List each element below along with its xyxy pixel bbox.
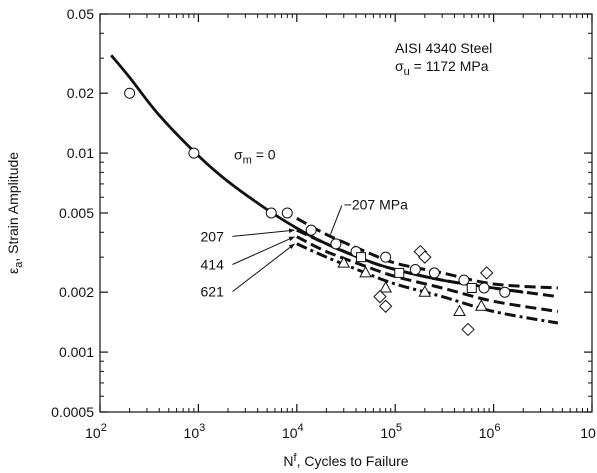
- x-axis-title-sub: f: [294, 452, 298, 464]
- data-point-circle: [499, 286, 511, 298]
- material-name: AISI 4340 Steel: [395, 40, 492, 56]
- data-point-triangle: [453, 304, 466, 316]
- y-axis-title-rest: , Strain Amplitude: [5, 152, 21, 262]
- x-tick-base: 10: [580, 425, 596, 441]
- y-ticks: [100, 13, 592, 413]
- plot-frame: [99, 13, 593, 413]
- ultimate-strength-symbol: σ: [395, 58, 404, 74]
- arrow-414-head: [288, 236, 295, 242]
- x-tick-label: 104: [282, 422, 304, 441]
- x-tick-exponent: 5: [396, 422, 402, 434]
- label-sigma-m-symbol: σ: [234, 146, 243, 162]
- label-621: 621: [201, 284, 225, 300]
- data-point-circle: [330, 238, 342, 250]
- arrow-414: [232, 236, 295, 265]
- data-point-square: [466, 282, 477, 293]
- x-tick-exponent: 6: [494, 422, 500, 434]
- y-tick-label: 0.005: [59, 205, 94, 221]
- y-tick-label: 0.0005: [51, 404, 94, 420]
- label-207: 207: [201, 228, 225, 244]
- data-point-circle: [478, 282, 490, 294]
- data-point-circle: [409, 264, 421, 276]
- data-point-diamond: [373, 289, 387, 304]
- data-point-circle: [380, 251, 392, 263]
- x-tick-base: 10: [479, 425, 495, 441]
- x-axis-title: Nf, Cycles to Failure: [283, 452, 408, 469]
- data-point-diamond: [418, 250, 432, 264]
- y-tick-label: 0.001: [59, 344, 94, 360]
- x-tick-base: 10: [184, 425, 200, 441]
- x-axis-title-main: N: [283, 453, 293, 469]
- x-tick-label: 102: [85, 422, 107, 441]
- x-tick-base: 10: [85, 425, 101, 441]
- data-point-triangle: [379, 280, 393, 293]
- arrow-621: [232, 243, 295, 293]
- curve--207-mpa: [296, 216, 558, 290]
- ultimate-strength-sub: u: [404, 66, 410, 78]
- label-sigma-m: σm = 0: [234, 146, 276, 166]
- arrow-207: [232, 229, 295, 237]
- label-minus-207: −207 MPa: [344, 197, 408, 213]
- y-tick-label: 0.01: [67, 145, 94, 161]
- x-tick-exponent: 4: [298, 422, 304, 434]
- y-tick-label: 0.02: [67, 85, 94, 101]
- x-tick-exponent: 2: [101, 422, 107, 434]
- x-ticks: [99, 14, 593, 412]
- data-point-triangle: [337, 256, 351, 268]
- x-tick-label: 10: [580, 425, 596, 441]
- label-sigma-m-sub: m: [243, 154, 252, 166]
- data-point-circle: [124, 87, 136, 99]
- x-tick-base: 10: [282, 425, 298, 441]
- label-sigma-m-value: = 0: [252, 146, 276, 162]
- data-point-circle: [305, 224, 317, 236]
- data-point-diamond: [479, 266, 494, 280]
- x-axis-title-rest: , Cycles to Failure: [297, 453, 409, 469]
- leader-minus-207: [330, 205, 343, 235]
- data-point-triangle: [359, 265, 372, 278]
- data-point-circle: [188, 147, 200, 159]
- data-point-diamond: [461, 322, 475, 337]
- ultimate-strength: σu = 1172 MPa: [395, 58, 489, 78]
- x-tick-exponent: 3: [199, 422, 205, 434]
- plot-area: [99, 13, 593, 413]
- data-point-triangle: [474, 299, 488, 311]
- label-414: 414: [201, 257, 225, 273]
- data-points: [124, 87, 511, 337]
- y-tick-label: 0.05: [67, 6, 94, 22]
- curves: [110, 54, 559, 325]
- curve-621: [296, 242, 559, 325]
- x-tick-labels: 102 103 104 105 106 10: [85, 422, 596, 441]
- y-axis-title-main: ε: [5, 268, 21, 274]
- data-point-diamond: [378, 299, 393, 313]
- x-tick-label: 105: [380, 422, 402, 441]
- ultimate-strength-value: = 1172 MPa: [410, 58, 489, 74]
- curve-sigma-m-0: [110, 54, 524, 294]
- arrow-207-head: [288, 228, 295, 233]
- x-tick-label: 106: [479, 422, 501, 441]
- data-point-circle: [265, 207, 277, 219]
- data-point-circle: [428, 267, 440, 279]
- data-point-circle: [281, 207, 293, 219]
- arrow-621-head: [288, 243, 295, 249]
- y-axis-title: εa, Strain Amplitude: [5, 152, 25, 274]
- data-point-triangle: [418, 285, 432, 297]
- annotation-arrows: [232, 205, 343, 293]
- y-tick-labels: 0.0005 0.001 0.002 0.005 0.01 0.02 0.05: [51, 6, 94, 420]
- x-tick-base: 10: [380, 425, 396, 441]
- y-tick-label: 0.002: [59, 284, 94, 300]
- data-point-circle: [458, 274, 470, 286]
- y-axis-title-sub: a: [13, 261, 25, 268]
- data-point-square: [394, 267, 405, 278]
- x-tick-label: 103: [184, 422, 206, 441]
- data-point-square: [356, 252, 367, 263]
